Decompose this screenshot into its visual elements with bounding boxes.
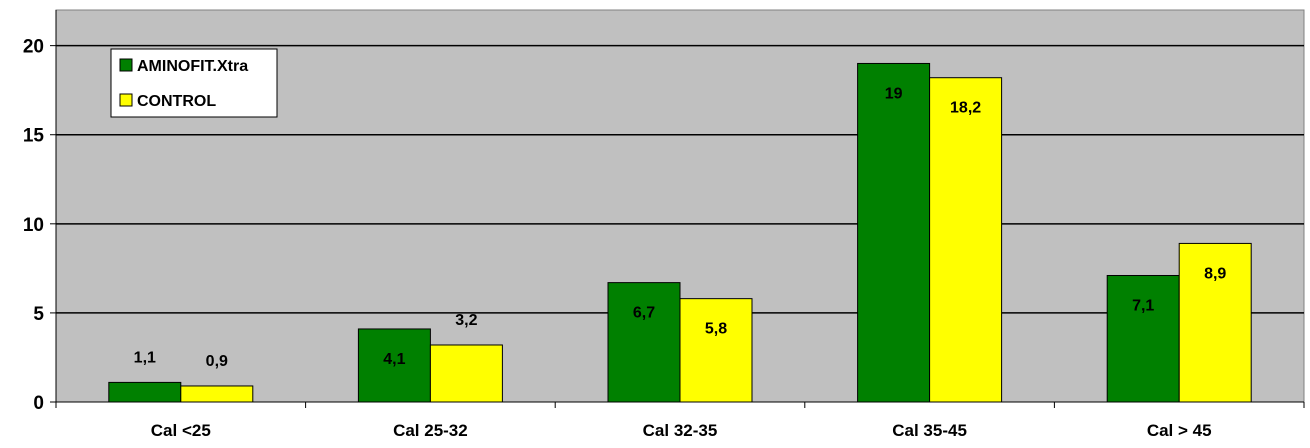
y-tick-label: 0 — [33, 393, 44, 414]
bar-aminofit — [607, 282, 681, 403]
bar-control — [1178, 242, 1252, 403]
bar-control — [929, 77, 1003, 403]
data-label: 6,7 — [633, 305, 655, 322]
y-tick-label: 10 — [23, 215, 44, 236]
data-label: 19 — [885, 85, 903, 102]
data-label: 8,9 — [1204, 265, 1226, 282]
legend: AMINOFIT.Xtra CONTROL — [110, 48, 278, 118]
x-category-label: Cal 32-35 — [643, 421, 718, 440]
data-labels: 1,1 4,1 6,7 19 7,1 0,9 3,2 5,8 18,2 8,9 — [134, 85, 1227, 370]
x-category-label: Cal 25-32 — [393, 421, 468, 440]
legend-swatch-aminofit — [119, 58, 133, 72]
bar-aminofit — [108, 381, 182, 403]
data-label: 1,1 — [134, 349, 156, 366]
bar-aminofit — [1106, 274, 1180, 403]
data-label: 0,9 — [206, 353, 228, 370]
x-category-label: Cal <25 — [151, 421, 211, 440]
axes: 0 5 10 15 20 Cal <25 Cal 25-32 Cal 32-35 Cal 35-… — [23, 10, 1305, 440]
data-label: 4,1 — [383, 351, 405, 368]
data-label: 5,8 — [705, 321, 727, 338]
x-category-label: Cal 35-45 — [892, 421, 967, 440]
bar-aminofit — [857, 62, 931, 403]
data-label: 3,2 — [455, 312, 477, 329]
y-tick-label: 20 — [23, 37, 44, 58]
bar-control — [679, 298, 753, 403]
bar-control — [429, 344, 503, 403]
bars — [108, 62, 1252, 403]
bar-aminofit — [357, 328, 431, 403]
legend-swatch-control — [119, 93, 133, 107]
legend-label-aminofit: AMINOFIT.Xtra — [137, 58, 248, 75]
data-label: 18,2 — [950, 100, 981, 117]
y-tick-label: 15 — [23, 126, 45, 147]
legend-box — [110, 48, 278, 118]
data-label: 7,1 — [1132, 297, 1154, 314]
bar-control — [180, 385, 254, 403]
legend-label-control: CONTROL — [137, 93, 216, 110]
x-category-label: Cal > 45 — [1147, 421, 1212, 440]
y-tick-label: 5 — [33, 304, 44, 325]
